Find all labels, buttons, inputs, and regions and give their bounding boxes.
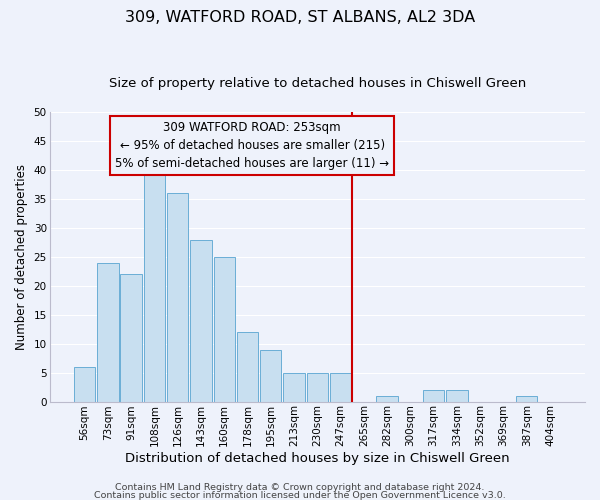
Text: Contains HM Land Registry data © Crown copyright and database right 2024.: Contains HM Land Registry data © Crown c… bbox=[115, 484, 485, 492]
Y-axis label: Number of detached properties: Number of detached properties bbox=[15, 164, 28, 350]
Bar bbox=[97, 263, 119, 402]
Bar bbox=[121, 274, 142, 402]
Bar bbox=[423, 390, 445, 402]
Bar bbox=[330, 372, 351, 402]
Bar bbox=[376, 396, 398, 402]
Bar bbox=[237, 332, 258, 402]
Bar bbox=[446, 390, 467, 402]
Text: 309 WATFORD ROAD: 253sqm
← 95% of detached houses are smaller (215)
5% of semi-d: 309 WATFORD ROAD: 253sqm ← 95% of detach… bbox=[115, 121, 389, 170]
Text: 309, WATFORD ROAD, ST ALBANS, AL2 3DA: 309, WATFORD ROAD, ST ALBANS, AL2 3DA bbox=[125, 10, 475, 25]
Bar bbox=[214, 257, 235, 402]
Text: Contains public sector information licensed under the Open Government Licence v3: Contains public sector information licen… bbox=[94, 490, 506, 500]
Bar bbox=[167, 194, 188, 402]
Bar bbox=[516, 396, 538, 402]
Bar bbox=[307, 372, 328, 402]
Bar bbox=[190, 240, 212, 402]
Bar bbox=[260, 350, 281, 402]
Bar bbox=[74, 367, 95, 402]
Bar bbox=[144, 158, 165, 402]
X-axis label: Distribution of detached houses by size in Chiswell Green: Distribution of detached houses by size … bbox=[125, 452, 509, 465]
Bar bbox=[283, 372, 305, 402]
Title: Size of property relative to detached houses in Chiswell Green: Size of property relative to detached ho… bbox=[109, 78, 526, 90]
